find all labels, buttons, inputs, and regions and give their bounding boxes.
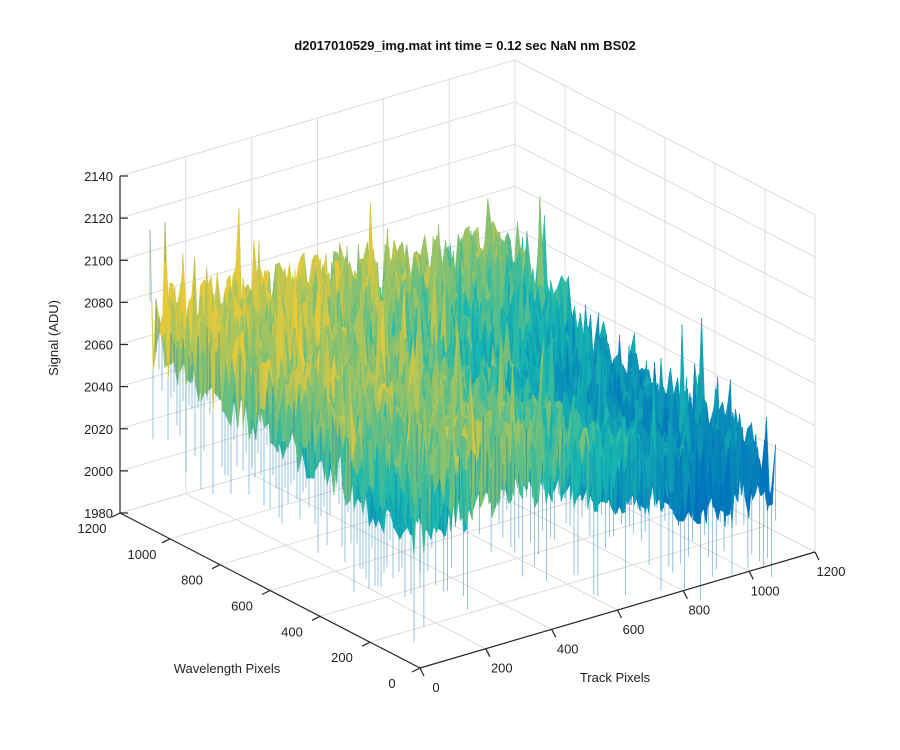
gridline-z-wall-b [514, 228, 816, 384]
gridline-y-floor [369, 525, 766, 643]
gridline-z-wall-b [514, 101, 816, 258]
gridline-z-wall-a [119, 101, 516, 219]
gridline-z-wall-b [514, 185, 816, 342]
surface [149, 195, 776, 642]
gridline-z-wall-b [514, 59, 816, 216]
gridline-z-wall-a [119, 143, 516, 261]
gridline-z-wall-a [119, 185, 516, 303]
gridline-z-wall-b [514, 143, 816, 300]
gridline-z-wall-a [119, 59, 516, 177]
